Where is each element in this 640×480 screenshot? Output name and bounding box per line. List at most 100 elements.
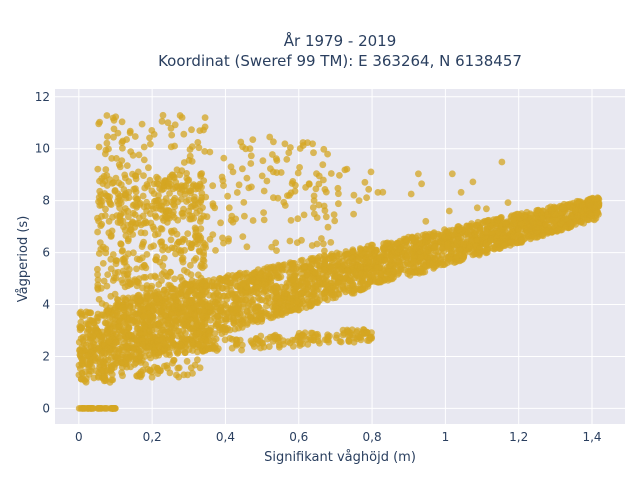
data-point xyxy=(160,268,168,276)
data-point xyxy=(171,194,179,202)
data-point xyxy=(464,234,472,242)
data-point xyxy=(415,269,423,277)
data-point xyxy=(312,269,319,277)
data-point xyxy=(320,266,328,274)
data-point xyxy=(143,219,150,227)
data-point xyxy=(148,282,156,290)
data-point xyxy=(154,197,162,205)
data-point xyxy=(77,324,85,332)
data-point xyxy=(437,261,445,269)
data-point xyxy=(167,143,175,151)
data-point xyxy=(381,257,389,265)
data-point xyxy=(286,192,293,199)
data-point xyxy=(101,150,109,158)
data-point xyxy=(168,131,176,139)
data-point xyxy=(153,295,161,303)
data-point xyxy=(124,213,132,221)
data-point xyxy=(474,218,482,226)
data-point xyxy=(104,329,111,336)
data-point xyxy=(172,178,180,186)
data-point xyxy=(320,176,327,184)
data-point xyxy=(129,308,137,316)
x-tick-label: 0,2 xyxy=(143,430,162,444)
data-point xyxy=(177,249,185,257)
data-point xyxy=(183,198,190,205)
data-point xyxy=(200,249,208,257)
data-point xyxy=(198,170,206,177)
data-point xyxy=(304,281,312,288)
data-point xyxy=(167,124,175,132)
data-point xyxy=(109,376,117,384)
data-point xyxy=(211,344,219,352)
data-point xyxy=(580,214,587,222)
data-point xyxy=(193,343,201,351)
data-point xyxy=(422,217,430,225)
data-point xyxy=(127,298,135,306)
data-point xyxy=(206,235,214,243)
data-point xyxy=(415,170,422,178)
data-point xyxy=(150,242,158,250)
data-point xyxy=(112,274,120,282)
data-point xyxy=(160,185,168,193)
data-point xyxy=(138,120,146,128)
data-point xyxy=(162,195,170,202)
data-point xyxy=(364,251,371,258)
data-point xyxy=(126,127,134,135)
data-point xyxy=(326,332,333,340)
data-point xyxy=(261,275,269,282)
data-point xyxy=(234,271,242,279)
data-point xyxy=(143,181,151,188)
data-point xyxy=(138,254,146,262)
data-point xyxy=(94,165,102,173)
data-point xyxy=(133,265,140,273)
data-point xyxy=(194,139,202,146)
data-point xyxy=(320,202,328,210)
data-point xyxy=(107,232,115,240)
data-point xyxy=(162,341,169,349)
data-point xyxy=(164,119,172,127)
data-point xyxy=(272,239,280,247)
data-point xyxy=(200,177,208,185)
data-point xyxy=(249,277,256,285)
data-point xyxy=(275,338,282,346)
data-point xyxy=(322,188,330,196)
data-point xyxy=(125,178,133,185)
data-point xyxy=(243,274,251,282)
data-point xyxy=(365,185,373,193)
data-point xyxy=(410,258,418,266)
data-point xyxy=(246,145,254,153)
data-point xyxy=(217,306,225,314)
data-point xyxy=(538,215,546,223)
data-point xyxy=(212,320,220,328)
data-point xyxy=(343,254,350,262)
data-point xyxy=(286,269,293,276)
data-point xyxy=(180,371,188,379)
data-point xyxy=(340,261,348,269)
data-point xyxy=(122,194,130,202)
data-point xyxy=(166,173,174,181)
data-point xyxy=(260,187,268,195)
data-point xyxy=(299,331,306,338)
data-point xyxy=(158,318,166,325)
data-point xyxy=(157,205,164,213)
data-point xyxy=(249,217,257,224)
y-tick-label: 2 xyxy=(42,349,50,363)
data-point xyxy=(196,364,204,372)
data-point xyxy=(318,235,325,242)
data-point xyxy=(114,129,122,137)
data-point xyxy=(171,203,179,211)
data-point xyxy=(199,312,207,320)
data-point xyxy=(130,185,138,193)
data-point xyxy=(377,270,385,278)
data-point xyxy=(141,261,148,269)
data-point xyxy=(169,285,177,293)
data-point xyxy=(548,207,555,215)
data-point xyxy=(137,373,145,381)
x-tick-label: 0 xyxy=(75,430,83,444)
data-point xyxy=(203,338,211,345)
data-point xyxy=(110,116,118,124)
data-point xyxy=(315,201,323,209)
data-point xyxy=(293,297,301,305)
data-point xyxy=(268,243,276,251)
data-point xyxy=(532,224,540,232)
